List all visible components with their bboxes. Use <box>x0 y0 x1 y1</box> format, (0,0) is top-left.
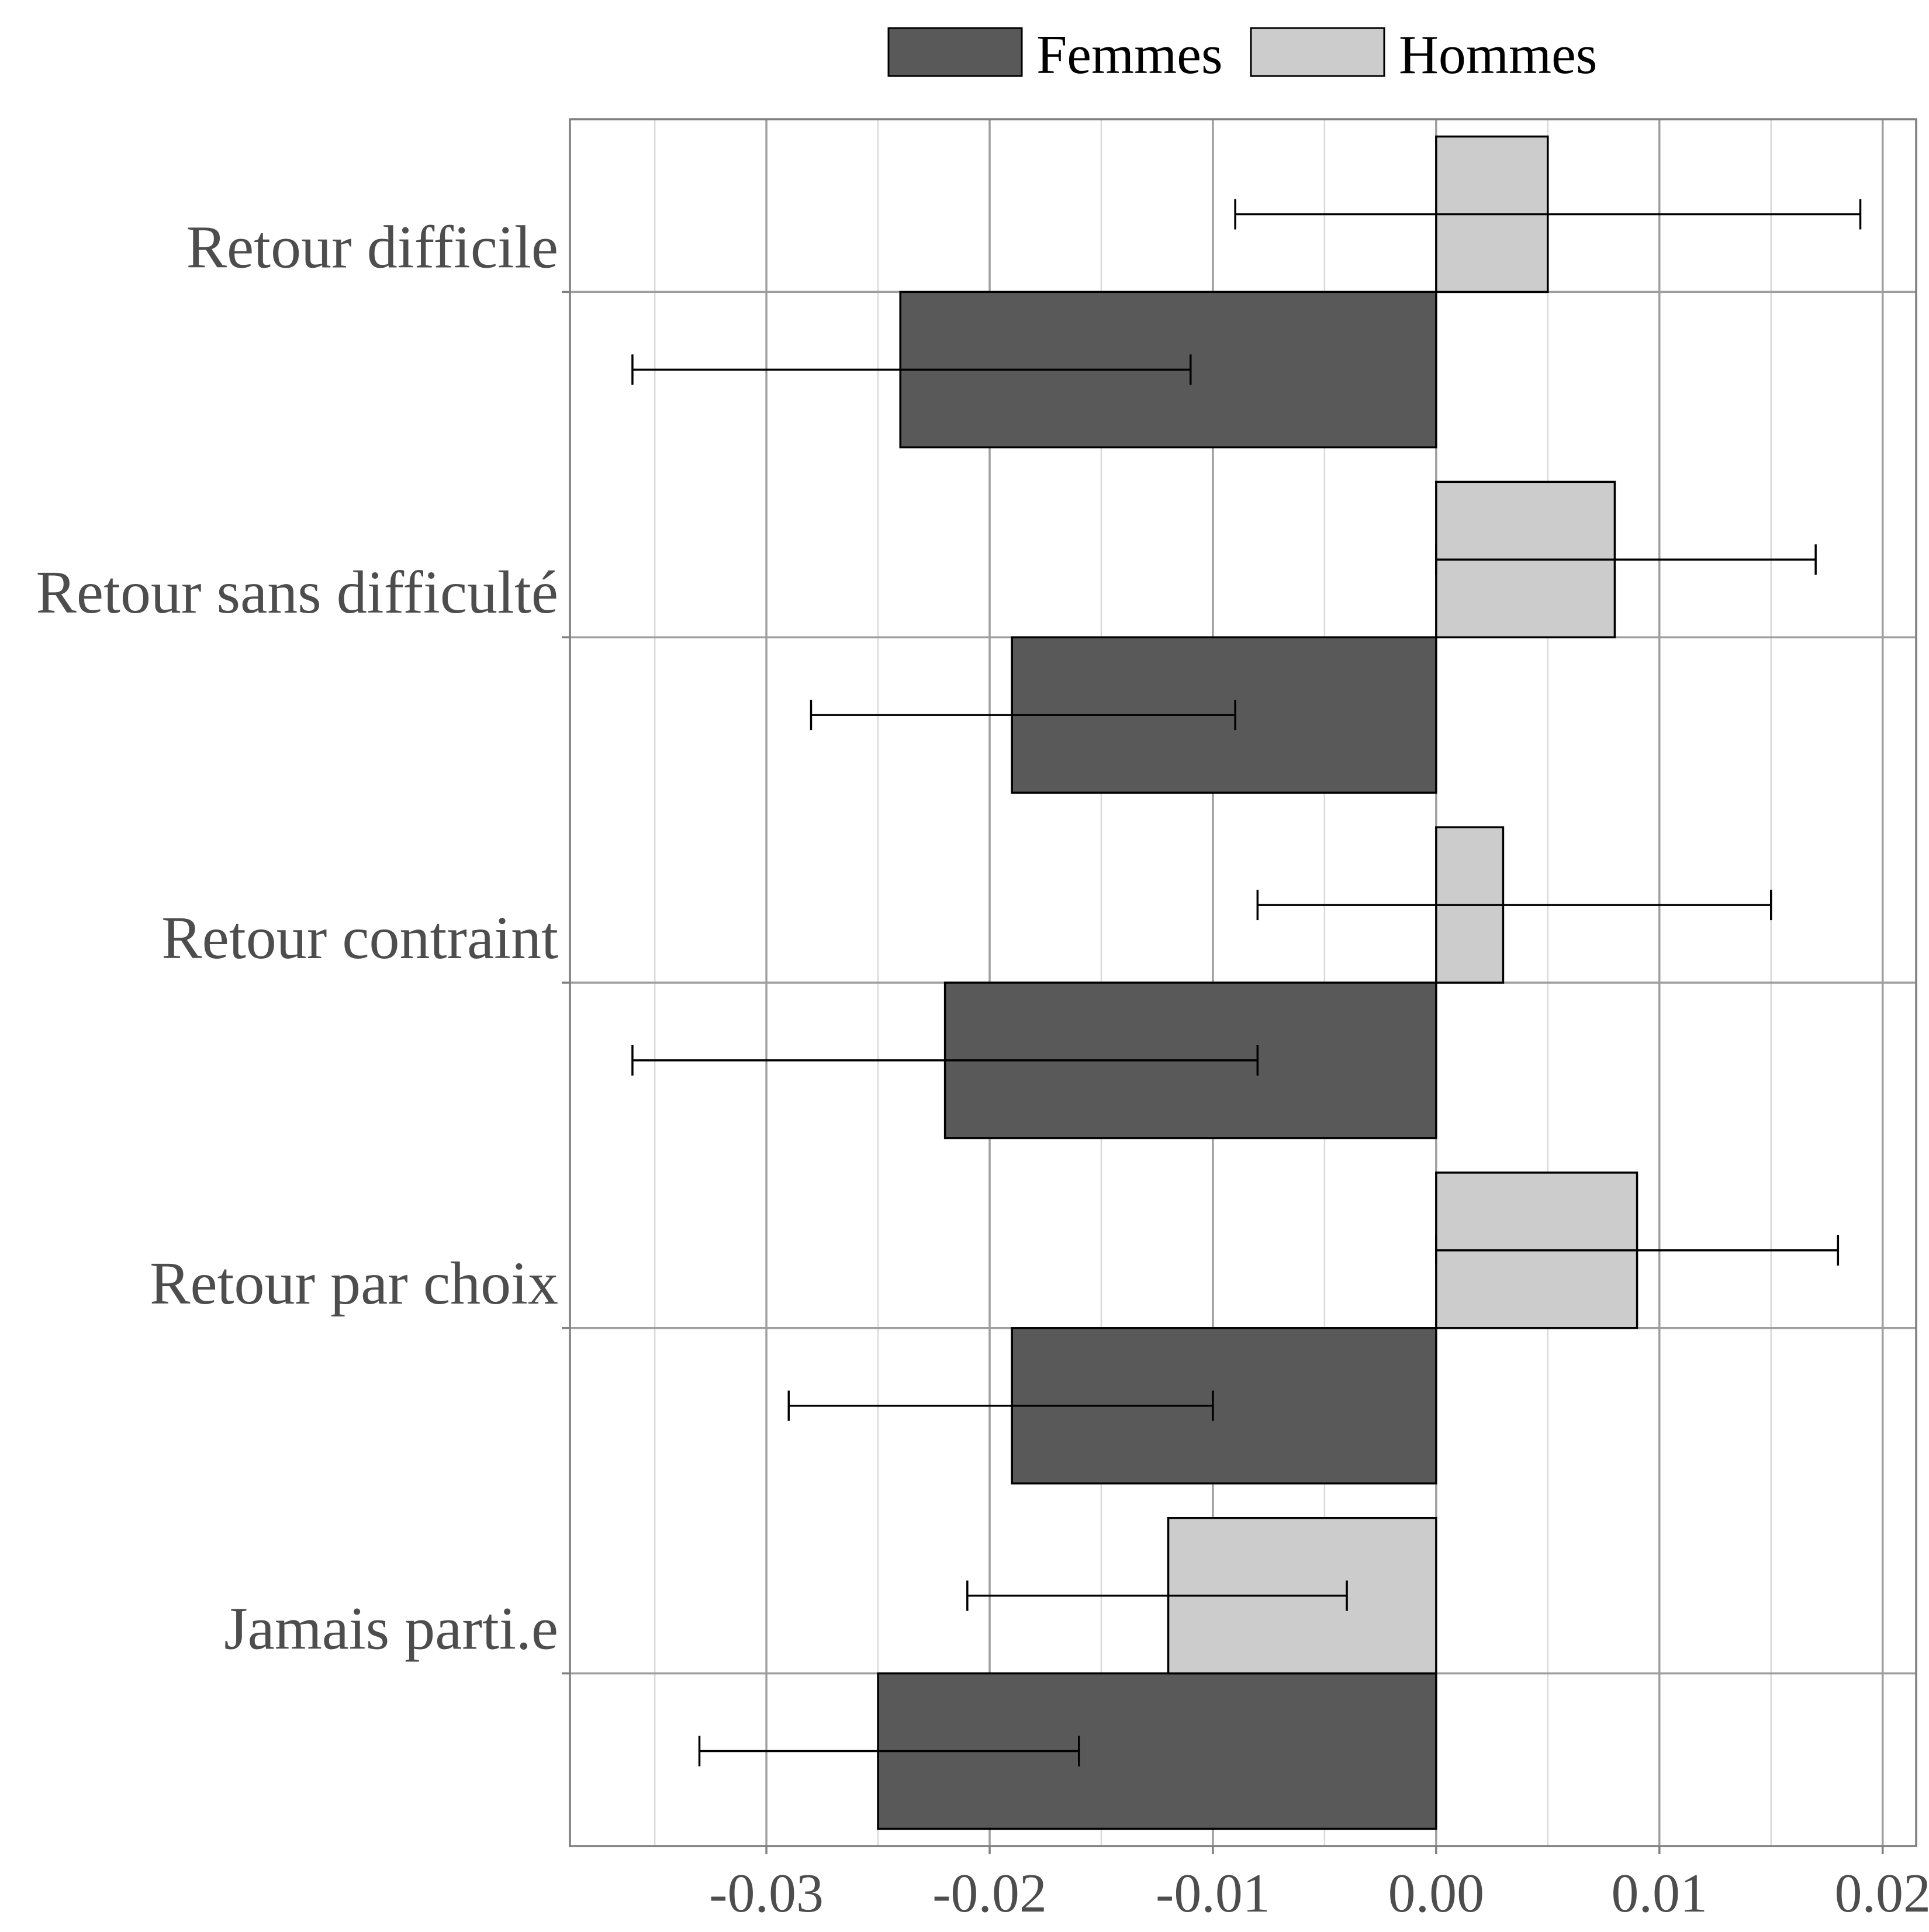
legend-label-hommes: Hommes <box>1399 25 1597 85</box>
x-tick-label-4: 0.01 <box>1612 1863 1708 1924</box>
legend-swatch-hommes <box>1250 27 1385 77</box>
x-tick-label-5: 0.02 <box>1834 1863 1929 1924</box>
category-label-0: Retour difficile <box>186 213 558 281</box>
legend-label-femmes: Femmes <box>1036 25 1223 85</box>
x-tick-label-3: 0.00 <box>1388 1863 1485 1924</box>
category-label-2: Retour contraint <box>161 904 558 972</box>
category-label-4: Jamais parti.e <box>224 1595 558 1663</box>
x-tick-label-2: -0.01 <box>1156 1863 1270 1924</box>
legend: Femmes Hommes <box>887 25 1597 85</box>
x-tick-label-1: -0.02 <box>932 1863 1047 1924</box>
x-tick-label-0: -0.03 <box>709 1863 824 1924</box>
category-label-3: Retour par choix <box>150 1250 558 1317</box>
legend-swatch-femmes <box>887 27 1023 77</box>
plot-area: Retour difficile Retour sans difficulté Re… <box>36 118 1929 1924</box>
category-label-1: Retour sans difficulté <box>36 559 558 626</box>
